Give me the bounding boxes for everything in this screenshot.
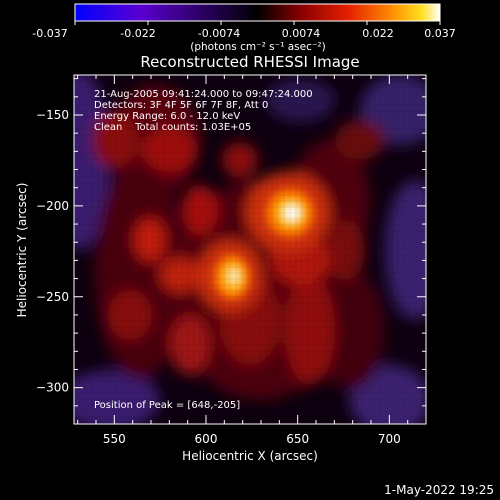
image-area — [74, 75, 426, 424]
colorbar-tick-label: -0.022 — [120, 27, 155, 40]
y-tick-labels: −150 −200 −250 −300 — [36, 108, 69, 395]
x-tick-label: 650 — [286, 432, 309, 446]
annotation-clean: Clean Total counts: 1.03E+05 — [94, 122, 251, 133]
x-axis-label: Heliocentric X (arcsec) — [182, 449, 318, 463]
colorbar-units: (photons cm⁻² s⁻¹ asec⁻²) — [190, 41, 325, 53]
colorbar-tick-label: 0.022 — [362, 27, 394, 40]
y-tick-label: −200 — [36, 199, 69, 213]
colorbar-gradient — [74, 3, 441, 22]
annotation-energy: Energy Range: 6.0 - 12.0 keV — [94, 111, 240, 122]
y-tick-label: −250 — [36, 290, 69, 304]
y-tick-label: −150 — [36, 108, 69, 122]
plot-frame — [73, 74, 427, 425]
plot-title: Reconstructed RHESSI Image — [140, 53, 359, 71]
annotations: 21-Aug-2005 09:41:24.000 to 09:47:24.000… — [94, 89, 313, 411]
y-tick-label: −300 — [36, 381, 69, 395]
colorbar-tick-label: 0.037 — [424, 27, 456, 40]
x-tick-label: 700 — [378, 432, 401, 446]
x-tick-label: 600 — [195, 432, 218, 446]
annotation-detectors: Detectors: 3F 4F 5F 6F 7F 8F, Att 0 — [94, 100, 268, 111]
colorbar: -0.037 -0.022 -0.0074 0.0074 0.022 0.037… — [32, 3, 456, 53]
x-tick-labels: 550 600 650 700 — [103, 432, 401, 446]
footer-timestamp: 1-May-2022 19:25 — [384, 483, 494, 497]
axis-ticks — [74, 75, 427, 425]
colorbar-tick-label: -0.037 — [32, 27, 67, 40]
colorbar-tick-label: 0.0074 — [282, 27, 321, 40]
colorbar-tick-marks — [74, 21, 441, 25]
peak-position-label: Position of Peak = [648,-205] — [94, 400, 240, 411]
annotation-time: 21-Aug-2005 09:41:24.000 to 09:47:24.000 — [94, 89, 313, 100]
y-axis-label: Heliocentric Y (arcsec) — [15, 183, 29, 318]
colorbar-tick-label: -0.0074 — [198, 27, 240, 40]
x-tick-label: 550 — [103, 432, 126, 446]
